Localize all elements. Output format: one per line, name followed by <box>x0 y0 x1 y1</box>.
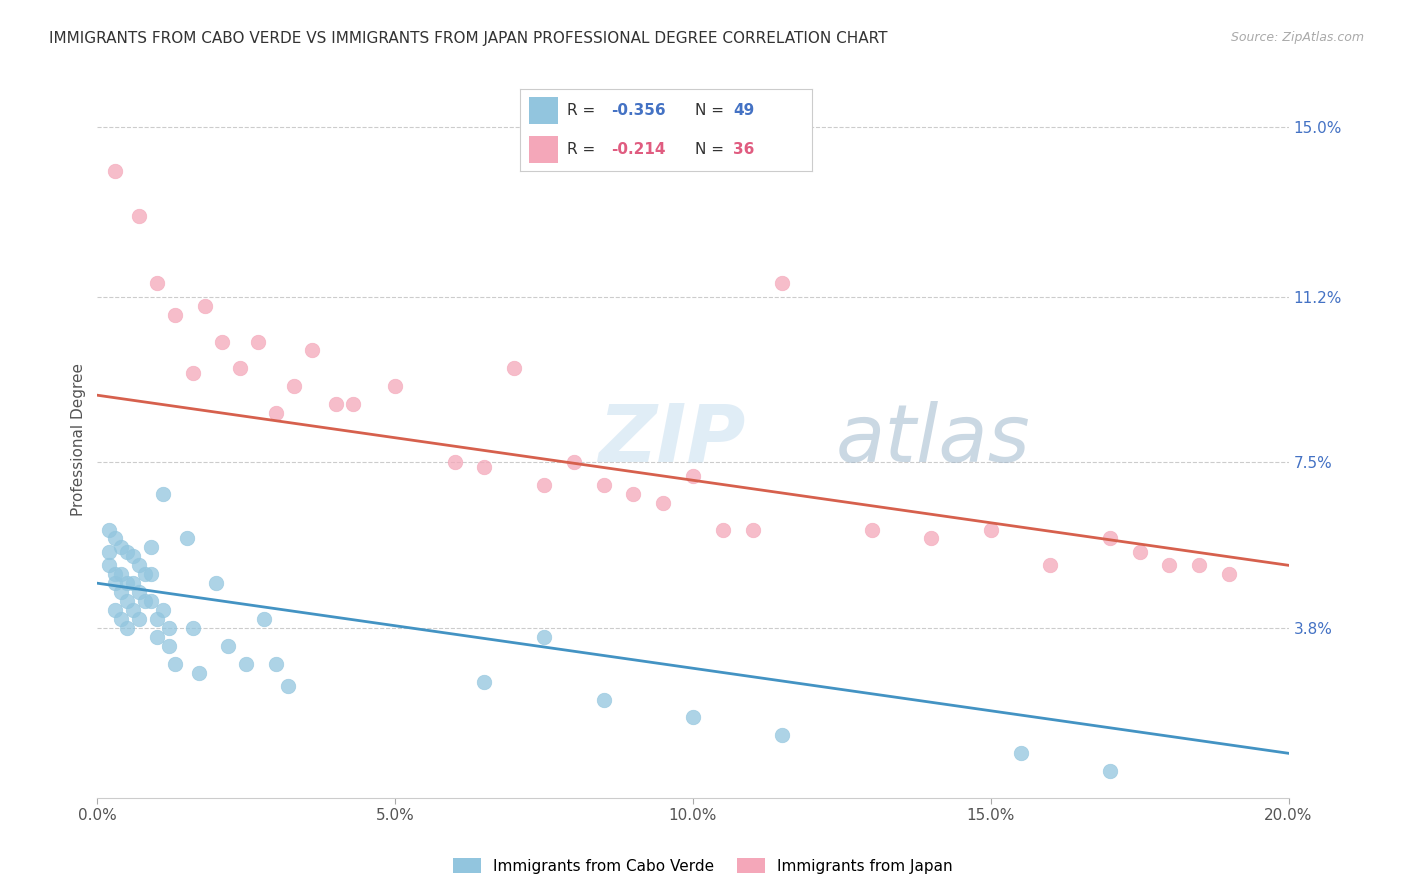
Point <box>110 541 132 555</box>
Point <box>115 576 138 591</box>
Point <box>128 558 150 573</box>
Point <box>98 545 121 559</box>
Point <box>533 630 555 644</box>
Point <box>181 621 204 635</box>
Point <box>157 639 180 653</box>
Point <box>741 523 763 537</box>
Point <box>98 523 121 537</box>
Point <box>104 532 127 546</box>
Point <box>104 567 127 582</box>
Point <box>152 486 174 500</box>
Point <box>139 594 162 608</box>
Point <box>115 621 138 635</box>
Point <box>128 612 150 626</box>
Point <box>211 334 233 349</box>
Point <box>110 585 132 599</box>
Point <box>474 674 496 689</box>
Point <box>770 728 793 742</box>
Point <box>139 567 162 582</box>
Point <box>146 277 169 291</box>
Point <box>711 523 734 537</box>
Point <box>682 468 704 483</box>
Point <box>217 639 239 653</box>
Point <box>592 692 614 706</box>
Point <box>146 612 169 626</box>
Point <box>205 576 228 591</box>
Point <box>104 164 127 178</box>
Point <box>325 397 347 411</box>
Point <box>134 594 156 608</box>
Point <box>115 594 138 608</box>
Point <box>592 477 614 491</box>
Point <box>264 406 287 420</box>
Point <box>1010 747 1032 761</box>
Point <box>474 459 496 474</box>
Point <box>562 455 585 469</box>
Point <box>342 397 364 411</box>
Point <box>193 299 215 313</box>
Legend: Immigrants from Cabo Verde, Immigrants from Japan: Immigrants from Cabo Verde, Immigrants f… <box>447 852 959 880</box>
Point <box>920 532 942 546</box>
Point <box>235 657 257 671</box>
Point <box>1098 764 1121 779</box>
Point <box>247 334 270 349</box>
Point <box>682 710 704 724</box>
Point <box>128 585 150 599</box>
Point <box>110 612 132 626</box>
Text: IMMIGRANTS FROM CABO VERDE VS IMMIGRANTS FROM JAPAN PROFESSIONAL DEGREE CORRELAT: IMMIGRANTS FROM CABO VERDE VS IMMIGRANTS… <box>49 31 887 46</box>
Point <box>283 379 305 393</box>
Text: Source: ZipAtlas.com: Source: ZipAtlas.com <box>1230 31 1364 45</box>
Point <box>146 630 169 644</box>
Point <box>1039 558 1062 573</box>
Point <box>277 679 299 693</box>
Point <box>128 209 150 223</box>
Point <box>533 477 555 491</box>
Point <box>157 621 180 635</box>
Point <box>98 558 121 573</box>
Point <box>176 532 198 546</box>
Point <box>139 541 162 555</box>
Point <box>134 567 156 582</box>
Point <box>104 576 127 591</box>
Point <box>163 657 186 671</box>
Point <box>503 361 526 376</box>
Point <box>163 308 186 322</box>
Point <box>187 665 209 680</box>
Point <box>264 657 287 671</box>
Y-axis label: Professional Degree: Professional Degree <box>72 363 86 516</box>
Point <box>301 343 323 358</box>
Point <box>229 361 252 376</box>
Text: ZIP: ZIP <box>598 401 745 479</box>
Point <box>384 379 406 393</box>
Point <box>1129 545 1152 559</box>
Point <box>1159 558 1181 573</box>
Point <box>652 496 675 510</box>
Point <box>110 567 132 582</box>
Point <box>122 549 145 564</box>
Point <box>122 576 145 591</box>
Point <box>860 523 883 537</box>
Point <box>980 523 1002 537</box>
Point <box>1098 532 1121 546</box>
Text: atlas: atlas <box>837 401 1031 479</box>
Point <box>152 603 174 617</box>
Point <box>443 455 465 469</box>
Point <box>770 277 793 291</box>
Point <box>621 486 644 500</box>
Point <box>115 545 138 559</box>
Point <box>1218 567 1240 582</box>
Point <box>181 366 204 380</box>
Point <box>253 612 276 626</box>
Point <box>104 603 127 617</box>
Point <box>122 603 145 617</box>
Point <box>1188 558 1211 573</box>
